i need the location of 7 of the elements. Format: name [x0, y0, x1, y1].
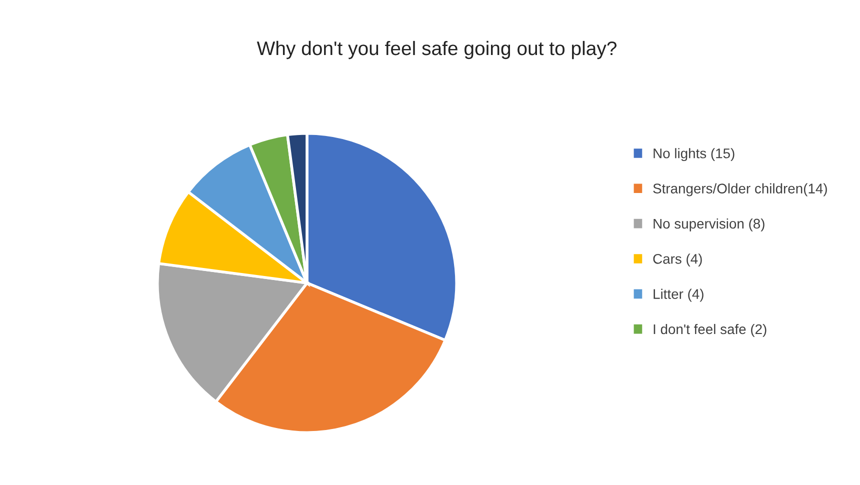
legend-label: Strangers/Older children(14)	[653, 183, 827, 196]
legend-label: I don't feel safe (2)	[654, 324, 766, 337]
legend-label: No supervision (8)	[654, 218, 764, 232]
chart-title: Why don't you feel safe going out to play?	[256, 40, 617, 60]
legend-label: Cars (4)	[653, 254, 702, 267]
legend-label: Litter (4)	[654, 288, 704, 302]
legend-label: No lights (15)	[654, 148, 734, 162]
